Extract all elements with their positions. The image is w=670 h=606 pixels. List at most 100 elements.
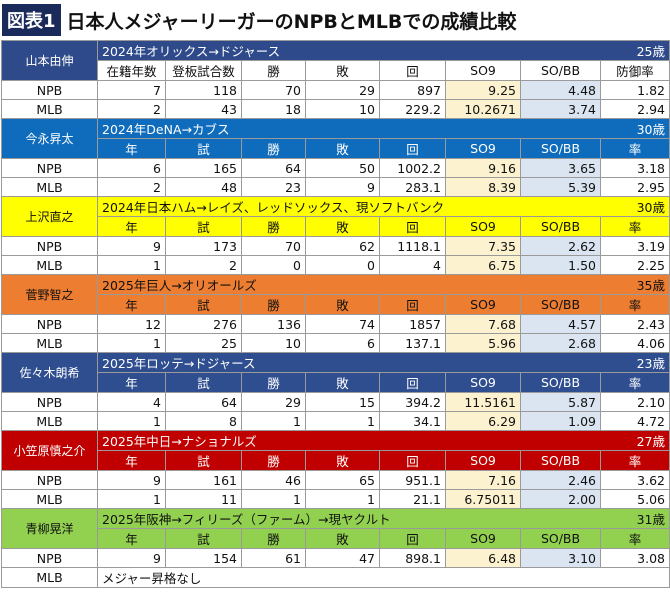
cell: 1 [241, 489, 306, 509]
block-header-row: 青柳晃洋 2025年阪神→フィリーズ（ファーム）→現ヤクルト 31歳 [1, 508, 670, 549]
cell: 48 [165, 177, 242, 197]
cell: 47 [305, 548, 380, 568]
block-header-row: 菅野智之 2025年巨人→オリオールズ 35歳 [1, 274, 670, 315]
column-header: 回 [379, 216, 446, 237]
cell: 898.1 [379, 548, 446, 568]
cell: 1 [305, 489, 380, 509]
player-name: 小笠原慎之介 [1, 430, 98, 471]
cell: 2.68 [520, 333, 602, 353]
age: 27歳 [520, 430, 670, 451]
cell: 61 [241, 548, 306, 568]
column-header: 回 [379, 528, 446, 549]
column-header: 試 [165, 372, 242, 393]
column-header: 試 [165, 216, 242, 237]
data-row: MLB 1 25 10 6 137.1 5.96 2.68 4.06 [1, 333, 670, 353]
cell: 6.75011 [444, 489, 522, 509]
cell: 1 [97, 333, 166, 353]
data-row: MLB 2 43 18 10 229.2 10.2671 3.74 2.94 [1, 99, 670, 119]
cell: 173 [165, 236, 242, 256]
league: MLB [1, 255, 98, 275]
cell: 7 [97, 80, 166, 100]
cell: 283.1 [379, 177, 446, 197]
transfer: 2024年日本ハム→レイズ、レッドソックス、現ソフトバンク [96, 196, 521, 217]
column-header: 試 [165, 294, 242, 315]
cell: 2.94 [600, 99, 670, 119]
cell: 1 [97, 255, 166, 275]
cell: 64 [241, 158, 306, 178]
block-header-row: 小笠原慎之介 2025年中日→ナショナルズ 27歳 [1, 430, 670, 471]
column-header: SO/BB [520, 372, 602, 393]
column-header: SO9 [444, 372, 522, 393]
transfer: 2025年巨人→オリオールズ [96, 274, 521, 295]
column-header: 回 [379, 450, 446, 471]
column-header: 率 [600, 450, 670, 471]
column-header: 率 [600, 216, 670, 237]
data-row: MLB メジャー昇格なし [1, 567, 670, 588]
league: NPB [1, 158, 98, 178]
cell: 3.19 [600, 236, 670, 256]
cell: 70 [241, 236, 306, 256]
cell: 62 [305, 236, 380, 256]
cell: 64 [165, 392, 242, 412]
cell: 74 [305, 314, 380, 334]
column-header: 勝 [241, 528, 306, 549]
column-header: 勝 [241, 372, 306, 393]
cell: 5.39 [520, 177, 602, 197]
cell: 0 [241, 255, 306, 275]
title: 日本人メジャーリーガーのNPBとMLBでの成績比較 [66, 10, 517, 33]
age: 23歳 [520, 352, 670, 373]
cell: 4.06 [600, 333, 670, 353]
data-row: NPB 9 161 46 65 951.1 7.16 2.46 3.62 [1, 470, 670, 490]
data-row: NPB 7 118 70 29 897 9.25 4.48 1.82 [1, 80, 670, 100]
column-header: 試 [165, 138, 242, 159]
column-header: SO9 [444, 216, 522, 237]
column-header-row: 年試勝敗回 SO9 SO/BB 率 [2, 528, 670, 549]
age: 31歳 [520, 508, 670, 529]
transfer: 2024年オリックス→ドジャース [96, 40, 521, 61]
cell: 2.25 [600, 255, 670, 275]
league: NPB [1, 548, 98, 568]
league: NPB [1, 236, 98, 256]
cell: 2.00 [520, 489, 602, 509]
player-name: 青柳晃洋 [1, 508, 98, 549]
column-header: 敗 [305, 294, 380, 315]
transfer: 2025年阪神→フィリーズ（ファーム）→現ヤクルト [96, 508, 521, 529]
cell: 1 [97, 489, 166, 509]
data-row: MLB 1 8 1 1 34.1 6.29 1.09 4.72 [1, 411, 670, 431]
cell: 70 [241, 80, 306, 100]
data-row: NPB 9 154 61 47 898.1 6.48 3.10 3.08 [1, 548, 670, 568]
cell: 3.65 [520, 158, 602, 178]
block-header-row: 山本由伸 2024年オリックス→ドジャース 25歳 [1, 40, 670, 81]
stats-table: 山本由伸 2024年オリックス→ドジャース 25歳 在籍年数 登板試合数勝敗回 SO9 SO… [1, 40, 670, 588]
cell: 1118.1 [379, 236, 446, 256]
column-header: 在籍年数 [97, 60, 166, 81]
league: NPB [1, 470, 98, 490]
cell: 4 [379, 255, 446, 275]
player-name: 菅野智之 [1, 274, 98, 315]
note: メジャー昇格なし [96, 567, 670, 588]
cell: 9 [305, 177, 380, 197]
column-header: SO/BB [520, 528, 602, 549]
cell: 9 [97, 470, 166, 490]
cell: 6.48 [444, 548, 522, 568]
data-row: MLB 1 11 1 1 21.1 6.75011 2.00 5.06 [1, 489, 670, 509]
column-header: SO9 [444, 450, 522, 471]
league: MLB [1, 333, 98, 353]
transfer: 2025年中日→ナショナルズ [96, 430, 521, 451]
cell: 7.35 [444, 236, 522, 256]
cell: 6 [305, 333, 380, 353]
data-row: NPB 9 173 70 62 1118.1 7.35 2.62 3.19 [1, 236, 670, 256]
column-header: 回 [379, 294, 446, 315]
cell: 65 [305, 470, 380, 490]
column-header: 勝 [241, 450, 306, 471]
column-header: SO/BB [520, 450, 602, 471]
age: 30歳 [520, 196, 670, 217]
column-header: SO/BB [520, 60, 602, 81]
cell: 18 [241, 99, 306, 119]
data-row: MLB 2 48 23 9 283.1 8.39 5.39 2.95 [1, 177, 670, 197]
cell: 3.10 [520, 548, 602, 568]
cell: 2.43 [600, 314, 670, 334]
cell: 3.74 [520, 99, 602, 119]
cell: 2.95 [600, 177, 670, 197]
league: NPB [1, 80, 98, 100]
